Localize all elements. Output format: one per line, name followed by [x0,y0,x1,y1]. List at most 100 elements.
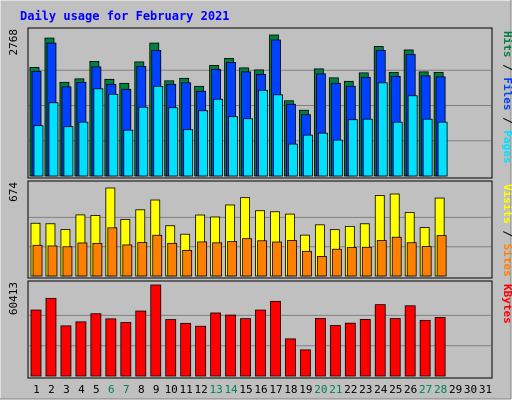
bar-pages-day-8 [138,106,149,177]
bar-pages-day-15 [243,118,253,177]
bar-sites-day-24 [376,240,387,277]
bar-pages-day-17 [273,94,283,177]
bar-kbytes-day-4 [75,321,87,377]
bar-sites-day-5 [92,242,103,277]
day-label-27: 27 [419,383,432,396]
bar-pages-day-26 [407,95,418,177]
bar-kbytes-day-26 [404,305,416,377]
day-label-8: 8 [138,383,145,396]
day-label-5: 5 [93,383,100,396]
bar-kbytes-day-17 [270,300,281,377]
bar-sites-day-6 [107,227,118,277]
bar-sites-day-9 [152,234,163,277]
bar-sites-day-27 [421,246,432,277]
day-label-7: 7 [123,383,130,396]
bar-sites-day-23 [361,246,372,277]
day-label-23: 23 [359,383,372,396]
bar-sites-day-4 [77,242,88,277]
bar-kbytes-day-2 [45,297,57,377]
bars [29,34,448,377]
bar-kbytes-day-19 [300,349,311,377]
bar-kbytes-day-11 [180,322,192,377]
right-label-separator: / [501,111,512,131]
day-labels: 1 2 3 4 5 6 7 8 9 10 11 12 13 14 15 16 17 18 19 20 21 22 23 24 2… [33,383,492,396]
right-label-separator: / [501,58,512,78]
bar-kbytes-day-27 [419,319,431,377]
bar-kbytes-day-18 [285,338,296,377]
right-label-hits: Hits [501,31,512,58]
right-labels-kbytes: KBytes [501,284,512,324]
bar-sites-day-11 [182,250,193,277]
bar-kbytes-day-12 [195,325,207,377]
bar-pages-day-5 [93,88,104,177]
bar-kbytes-day-28 [434,317,446,377]
day-label-2: 2 [48,383,55,396]
bar-pages-day-20 [317,132,328,177]
bar-kbytes-day-3 [60,325,72,377]
day-label-1: 1 [33,383,40,396]
day-label-16: 16 [254,383,267,396]
bar-sites-day-12 [197,241,208,277]
bar-sites-day-16 [257,240,267,277]
bar-sites-day-20 [316,256,327,277]
bar-pages-day-18 [288,143,298,177]
bar-sites-day-1 [32,244,43,277]
scale-labels: 2768 674 60413 [7,29,20,315]
bar-sites-day-10 [167,242,178,277]
day-label-14: 14 [224,383,238,396]
bar-pages-day-12 [198,110,209,177]
bar-sites-day-15 [242,238,252,277]
day-label-18: 18 [284,383,297,396]
bar-pages-day-13 [213,98,224,177]
bar-sites-day-14 [227,241,237,277]
bar-kbytes-day-21 [329,325,341,377]
bar-kbytes-day-5 [90,313,102,377]
chart-title: Daily usage for February 2021 [20,9,230,23]
bar-sites-day-7 [122,244,133,277]
bar-sites-day-8 [137,242,148,277]
bar-kbytes-day-25 [389,318,401,377]
bar-kbytes-day-22 [344,322,356,377]
bar-pages-day-7 [123,129,134,177]
day-label-6: 6 [108,383,115,396]
day-label-15: 15 [239,383,252,396]
bar-pages-day-21 [332,139,343,177]
scale-label-kbytes: 60413 [7,282,20,315]
bar-pages-day-24 [377,82,388,177]
day-label-21: 21 [329,383,342,396]
day-label-30: 30 [464,383,477,396]
bar-kbytes-day-15 [240,318,251,377]
bar-kbytes-day-23 [359,318,371,377]
bar-pages-day-22 [347,119,358,177]
day-label-28: 28 [434,383,447,396]
bar-sites-day-21 [331,248,342,277]
right-label-visits: Visits [501,184,512,224]
day-label-17: 17 [269,383,282,396]
right-label-kbytes: KBytes [501,284,512,324]
day-label-19: 19 [299,383,312,396]
bar-kbytes-day-24 [374,304,386,377]
bar-kbytes-day-13 [210,312,222,377]
bar-pages-day-1 [33,125,44,177]
bar-sites-day-26 [406,242,417,277]
bar-kbytes-day-16 [255,309,266,377]
bar-pages-day-11 [183,129,194,177]
bar-sites-day-28 [436,235,447,277]
day-label-24: 24 [374,383,388,396]
bar-kbytes-day-14 [225,314,236,377]
day-label-25: 25 [389,383,402,396]
scale-label-hits-files-pages: 2768 [7,29,20,56]
day-label-3: 3 [63,383,70,396]
bar-pages-day-9 [153,85,164,177]
right-label-separator: / [501,224,512,244]
bar-kbytes-day-9 [150,284,162,377]
right-label-pages: Pages [501,130,512,163]
bar-pages-day-28 [437,121,448,177]
bar-sites-day-25 [391,236,402,277]
day-label-20: 20 [314,383,327,396]
bar-sites-day-2 [47,245,58,277]
day-label-11: 11 [180,383,193,396]
bar-kbytes-day-8 [135,310,147,377]
day-label-12: 12 [195,383,208,396]
